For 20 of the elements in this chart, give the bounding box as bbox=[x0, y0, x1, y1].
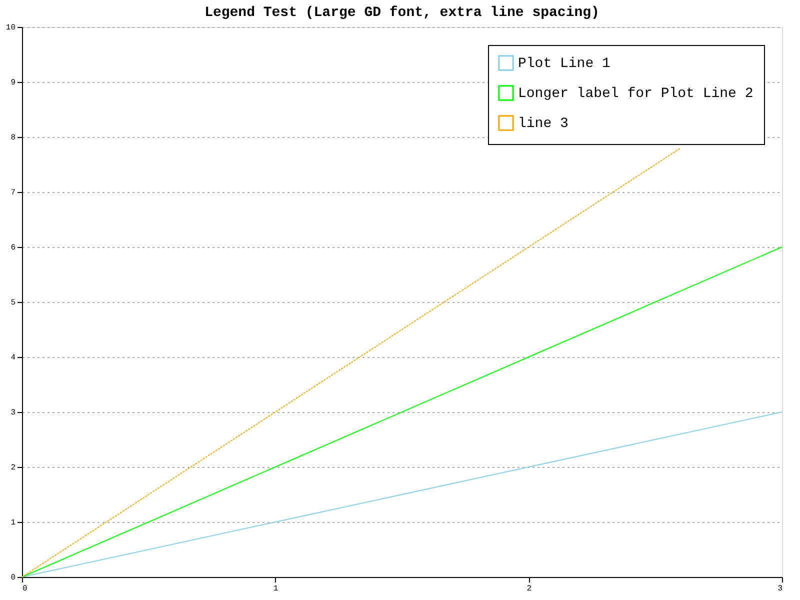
x-tick-label: 0 bbox=[22, 584, 28, 594]
x-tick-label: 1 bbox=[273, 584, 278, 594]
chart-title: Legend Test (Large GD font, extra line spacing) bbox=[204, 5, 600, 21]
legend-label: Longer label for Plot Line 2 bbox=[518, 86, 754, 102]
y-tick-label: 2 bbox=[10, 464, 16, 472]
y-tick-label: 8 bbox=[10, 134, 16, 142]
x-tick-label: 3 bbox=[778, 584, 783, 594]
legend-label: line 3 bbox=[518, 116, 568, 132]
y-tick-label: 7 bbox=[10, 188, 16, 198]
legend-label: Plot Line 1 bbox=[518, 56, 610, 72]
y-tick-label: 6 bbox=[10, 244, 16, 252]
y-tick-label: 3 bbox=[10, 408, 16, 418]
y-tick-label: 10 bbox=[6, 24, 16, 32]
y-tick-label: 4 bbox=[10, 354, 16, 362]
y-tick-label: 9 bbox=[10, 78, 16, 88]
x-tick-label: 2 bbox=[526, 584, 532, 594]
y-tick-label: 1 bbox=[10, 518, 16, 528]
y-tick-label: 0 bbox=[10, 574, 16, 582]
line-series bbox=[22, 148, 682, 578]
y-tick-label: 5 bbox=[10, 298, 16, 308]
